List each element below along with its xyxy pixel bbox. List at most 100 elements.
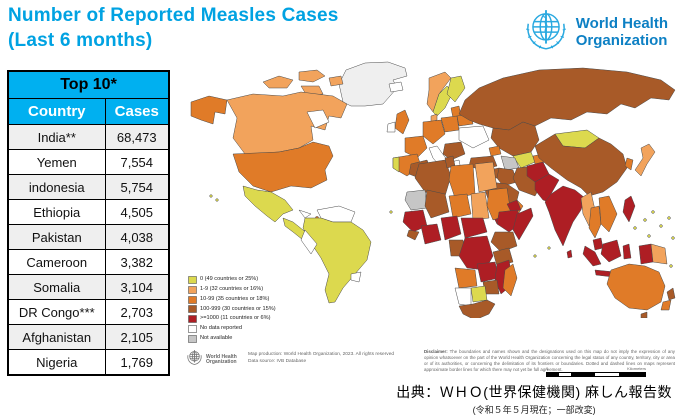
region-arctic-island: [328, 75, 344, 87]
region-ukraine: [458, 125, 490, 149]
cell-cases: 3,382: [104, 249, 170, 275]
region-china: [534, 133, 628, 197]
map-scale-bar: 0 Kilometers: [546, 366, 646, 377]
region-portugal: [392, 156, 400, 173]
region-nigeria: [440, 215, 462, 241]
cell-cases: 3,104: [104, 274, 170, 300]
table-row: India** 68,473: [7, 124, 170, 150]
map-data-source-line: Data source: IVB Database: [248, 359, 307, 365]
map-disclaimer-text: The boundaries and names shown and the d…: [424, 349, 675, 372]
region-philippines: [622, 195, 636, 223]
cell-country: Nigeria: [7, 349, 106, 376]
world-map-panel: 0 (49 countries or 25%) 1-9 (32 countrie…: [183, 60, 678, 377]
region-west-new-guinea: [638, 243, 654, 265]
page-title-line2: (Last 6 months): [8, 30, 153, 52]
region-thailand: [588, 205, 602, 239]
legend-label: No data reported: [200, 325, 242, 332]
region-borneo: [600, 239, 622, 263]
pacific-island-states: [209, 194, 675, 268]
cell-country: Yemen: [7, 149, 106, 175]
who-logo-line2: Organization: [575, 31, 668, 49]
top10-table: Top 10* Country Cases India** 68,473 Yeme…: [7, 70, 171, 376]
scale-bar-segments: [546, 372, 646, 377]
legend-item: 10-99 (35 countries or 18%): [188, 295, 276, 304]
region-sumatra: [582, 245, 602, 267]
region-new-zealand-south: [660, 299, 672, 311]
cell-country: India**: [7, 124, 106, 150]
region-peru: [300, 229, 318, 255]
table-row: Cameroon 3,382: [7, 249, 170, 275]
world-map: [190, 61, 676, 318]
map-production-note: Map production: World Health Organizatio…: [248, 351, 418, 365]
legend-label: 100-999 (30 countries or 15%): [200, 305, 276, 312]
region-balkans: [442, 141, 466, 161]
region-sri-lanka: [566, 249, 573, 259]
legend-item: 0 (49 countries or 25%): [188, 276, 276, 284]
map-disclaimer-label: Disclaimer:: [424, 349, 448, 354]
region-iraq: [496, 167, 518, 187]
legend-label: >=1000 (11 countries or 6%): [200, 315, 271, 322]
cell-country: Somalia: [7, 274, 106, 300]
cell-country: Afghanistan: [7, 324, 106, 350]
region-new-zealand-north: [666, 287, 676, 301]
cell-cases: 2,703: [104, 299, 170, 325]
region-russia: [458, 67, 676, 131]
map-footer-logo-line2: Organization: [206, 359, 237, 365]
map-disclaimer: Disclaimer: The boundaries and names sho…: [424, 349, 675, 373]
region-niger: [448, 193, 472, 219]
cell-cases: 68,473: [104, 124, 170, 150]
scale-zero-label: 0: [546, 366, 549, 371]
region-chad: [470, 191, 490, 221]
region-south-africa: [458, 299, 496, 318]
cell-country: indonesia: [7, 174, 106, 200]
region-mauritania: [404, 189, 428, 211]
region-germany: [422, 119, 446, 145]
map-legend: 0 (49 countries or 25%) 1-9 (32 countrie…: [188, 276, 276, 345]
cell-cases: 2,105: [104, 324, 170, 350]
who-emblem-small-icon: [186, 349, 203, 371]
legend-swatch: [188, 295, 197, 304]
region-angola: [454, 267, 478, 289]
table-row: indonesia 5,754: [7, 174, 170, 200]
region-ghana-ivory-coast: [420, 223, 442, 245]
table-row: DR Congo*** 2,703: [7, 299, 170, 325]
source-line2: (令和５年５月現在；一部改変): [472, 405, 596, 415]
map-footer: World Health Organization Map production…: [186, 347, 675, 377]
region-eritrea: [506, 199, 522, 213]
legend-swatch: [188, 325, 197, 333]
region-denmark: [430, 113, 438, 123]
map-footer-logo-line1: World Health: [206, 353, 237, 360]
legend-label: Not available: [200, 334, 233, 341]
region-usa: [232, 141, 334, 193]
region-ireland: [386, 121, 396, 133]
legend-item: No data reported: [188, 325, 276, 333]
map-production-line1: Map production: World Health Organizatio…: [248, 352, 395, 357]
legend-item: 1-9 (32 countries or 16%): [188, 285, 276, 294]
legend-label: 0 (49 countries or 25%): [200, 276, 259, 283]
region-uk: [394, 109, 410, 135]
who-emblem-icon: [523, 7, 569, 58]
region-greenland: [338, 61, 408, 107]
region-cuba: [298, 209, 312, 219]
legend-item: 100-999 (30 countries or 15%): [188, 305, 276, 314]
cell-cases: 5,754: [104, 174, 170, 200]
cell-cases: 4,505: [104, 199, 170, 225]
legend-swatch: [188, 276, 197, 284]
cell-cases: 4,038: [104, 224, 170, 250]
region-paraguay: [350, 271, 362, 283]
region-finland: [446, 75, 466, 103]
map-footer-who-logo: World Health Organization: [186, 349, 237, 371]
legend-swatch: [188, 285, 197, 294]
cell-country: DR Congo***: [7, 299, 106, 325]
region-india: [544, 185, 586, 247]
legend-item: Not available: [188, 334, 276, 343]
region-egypt: [474, 161, 498, 193]
table-row: Nigeria 1,769: [7, 349, 170, 376]
legend-label: 10-99 (35 countries or 18%): [200, 295, 270, 302]
region-australia: [606, 263, 666, 311]
legend-swatch: [188, 305, 197, 314]
table-row: Ethiopia 4,505: [7, 199, 170, 225]
region-south-america: [302, 217, 372, 304]
table-row: Afghanistan 2,105: [7, 324, 170, 350]
